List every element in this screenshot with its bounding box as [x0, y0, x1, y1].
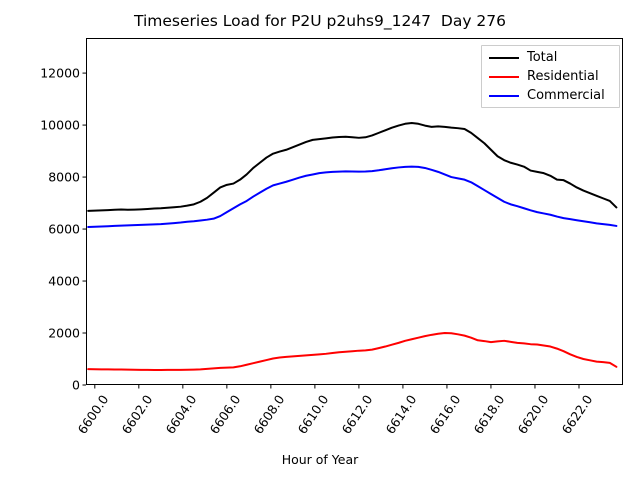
y-tick-label: 6000 — [48, 221, 80, 237]
x-tick-label: 6616.0 — [426, 392, 464, 437]
x-tick-label: 6606.0 — [206, 392, 244, 437]
legend-label-total: Total — [527, 50, 558, 65]
legend-item-residential: Residential — [489, 67, 599, 86]
x-tick-label: 6622.0 — [558, 392, 596, 437]
legend-swatch-commercial — [489, 94, 519, 97]
x-tick-label: 6604.0 — [162, 392, 200, 437]
legend-label-residential: Residential — [527, 69, 599, 84]
chart-legend: Total Residential Commercial — [481, 45, 620, 108]
y-tick-label: 0 — [72, 377, 80, 393]
legend-swatch-total — [489, 56, 519, 59]
chart-title: Timeseries Load for P2U p2uhs9_1247 Day … — [133, 12, 507, 30]
legend-item-commercial: Commercial — [489, 86, 605, 105]
x-axis-label: Hour of Year — [281, 452, 359, 467]
x-tick-label: 6612.0 — [338, 392, 376, 437]
y-tick-label: 10000 — [40, 117, 80, 133]
y-tick-label: 2000 — [48, 325, 80, 341]
x-tick-label: 6600.0 — [74, 392, 112, 437]
y-tick-label: 4000 — [48, 273, 80, 289]
y-tick-label: 8000 — [48, 169, 80, 185]
x-tick-label: 6602.0 — [118, 392, 156, 437]
x-tick-label: 6620.0 — [514, 392, 552, 437]
x-tick-label: 6608.0 — [250, 392, 288, 437]
x-tick-label: 6614.0 — [382, 392, 420, 437]
legend-item-total: Total — [489, 48, 557, 67]
legend-swatch-residential — [489, 75, 519, 78]
legend-label-commercial: Commercial — [527, 88, 605, 103]
x-tick-label: 6610.0 — [294, 392, 332, 437]
plot-axes-frame — [86, 38, 623, 385]
y-tick-label: 12000 — [40, 65, 80, 81]
x-tick-label: 6618.0 — [470, 392, 508, 437]
